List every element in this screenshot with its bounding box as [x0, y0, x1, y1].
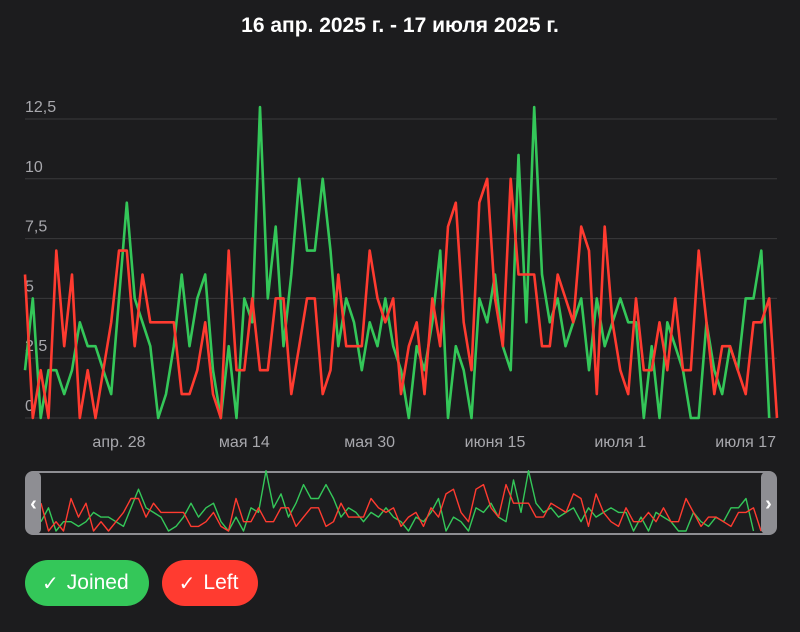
checkmark-icon: ✓ [42, 572, 59, 595]
series-lines [23, 105, 779, 420]
x-tick-label: апр. 28 [92, 434, 145, 451]
x-axis-labels: апр. 28 мая 14 мая 30 июня 15 июля 1 июля 17 [92, 434, 776, 451]
navigator-left-handle[interactable] [26, 472, 41, 534]
chart-title: 16 апр. 2025 г. - 17 июля 2025 г. [241, 14, 559, 37]
y-tick-label: 0 [25, 398, 34, 415]
navigator-series [40, 470, 762, 532]
range-navigator[interactable]: ‹ › [0, 465, 800, 545]
x-tick-label: июля 17 [715, 434, 776, 451]
series-line-left [23, 177, 779, 420]
y-tick-label: 10 [25, 159, 43, 176]
x-tick-label: мая 14 [219, 434, 270, 451]
navigator-line-left [40, 483, 762, 532]
left-toggle-button[interactable]: ✓ Left [161, 560, 259, 606]
series-line-joined [23, 105, 771, 420]
navigator-line-joined [40, 470, 755, 532]
x-tick-label: июля 1 [594, 434, 646, 451]
chevron-right-icon[interactable]: › [765, 493, 772, 515]
y-tick-label: 7,5 [25, 219, 47, 236]
left-toggle-label: Left [203, 571, 239, 594]
joined-toggle-button[interactable]: ✓ Joined [25, 560, 149, 606]
x-tick-label: июня 15 [465, 434, 526, 451]
series-toggles: ✓ Joined ✓ Left [25, 560, 259, 606]
y-tick-label: 5 [25, 278, 34, 295]
navigator-right-handle[interactable] [761, 472, 776, 534]
x-tick-label: мая 30 [344, 434, 395, 451]
joined-toggle-label: Joined [66, 571, 129, 594]
y-tick-label: 12,5 [25, 99, 56, 116]
chevron-left-icon[interactable]: ‹ [30, 493, 37, 515]
checkmark-icon: ✓ [178, 572, 196, 595]
